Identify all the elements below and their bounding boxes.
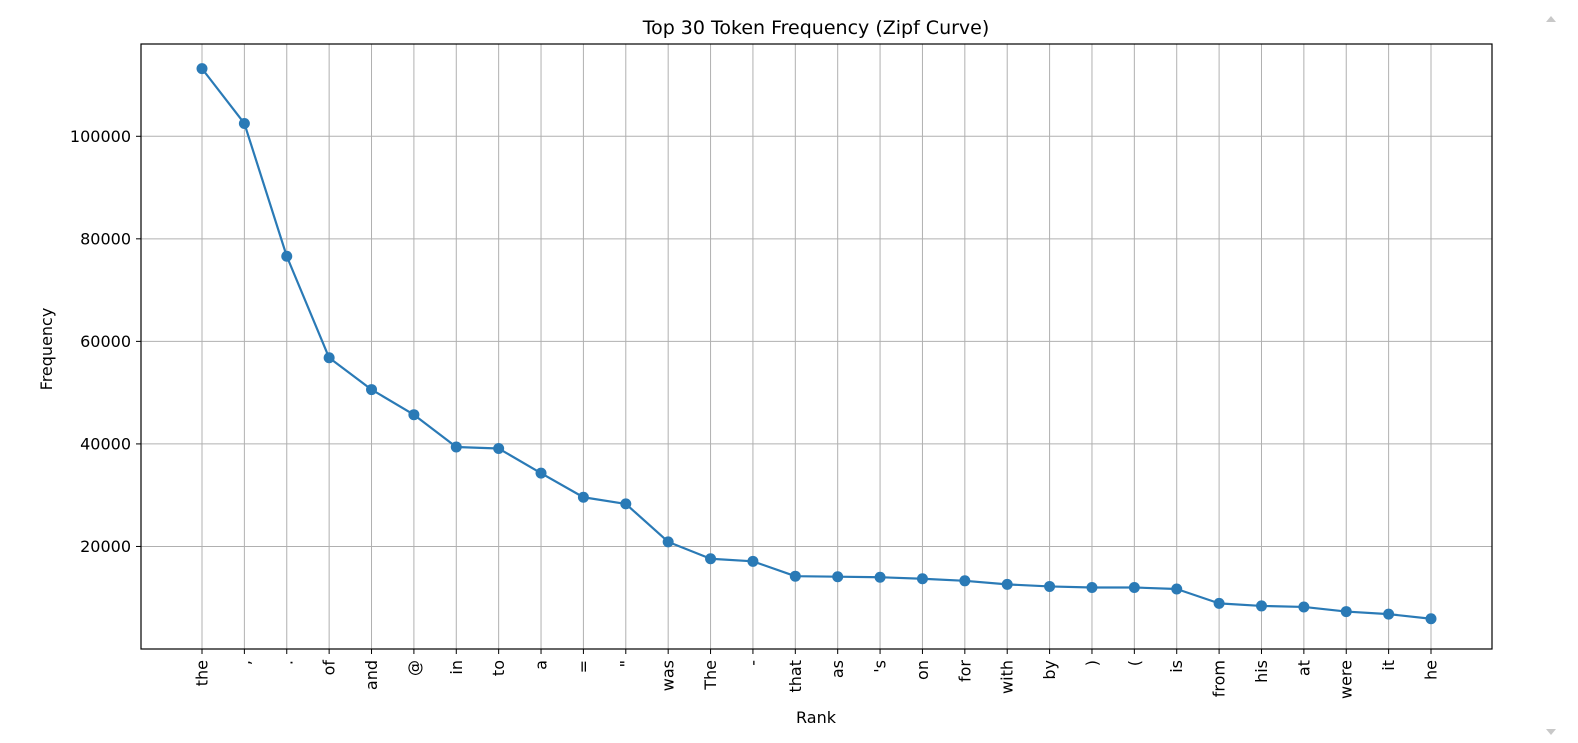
x-tick-label: his	[1252, 660, 1271, 683]
y-tick-label: 100000	[70, 127, 131, 146]
scroll-down-arrow-icon[interactable]	[1546, 729, 1556, 735]
x-tick-label: was	[659, 660, 678, 691]
x-tick-label: .	[277, 660, 296, 665]
data-point-17	[874, 571, 886, 583]
data-point-2	[238, 117, 250, 129]
data-point-19	[959, 575, 971, 587]
y-tick-label: 20000	[80, 537, 131, 556]
data-point-18	[916, 573, 928, 585]
data-point-6	[408, 409, 420, 421]
data-point-25	[1213, 597, 1225, 609]
data-point-30	[1425, 613, 1437, 625]
plot-frame	[140, 43, 1493, 650]
y-tick-label: 60000	[80, 332, 131, 351]
series-layer	[196, 63, 1437, 625]
y-tick-label: 80000	[80, 229, 131, 248]
data-point-12	[662, 536, 674, 548]
grid-layer	[141, 44, 1492, 649]
y-tick-label: 40000	[80, 434, 131, 453]
x-tick-label: were	[1337, 660, 1356, 699]
x-tick-label: )	[1082, 660, 1101, 666]
x-tick-label: 's	[871, 660, 890, 673]
data-point-7	[450, 441, 462, 453]
data-point-22	[1086, 581, 1098, 593]
x-tick-label: for	[955, 660, 974, 682]
x-tick-label: to	[489, 660, 508, 676]
data-point-10	[577, 491, 589, 503]
data-point-29	[1383, 608, 1395, 620]
data-point-27	[1298, 601, 1310, 613]
x-tick-label: @	[404, 660, 423, 676]
data-point-26	[1255, 600, 1267, 612]
x-tick-label: from	[1210, 660, 1229, 697]
data-point-14	[747, 555, 759, 567]
data-point-23	[1128, 581, 1140, 593]
data-point-15	[789, 570, 801, 582]
data-point-5	[366, 384, 378, 396]
data-point-13	[705, 553, 717, 565]
y-axis-ticks: 20000 40000 60000 80000 100000	[70, 127, 141, 556]
x-tick-label: with	[998, 660, 1017, 694]
x-tick-label: -	[743, 660, 762, 666]
x-tick-label: it	[1379, 660, 1398, 671]
data-point-8	[493, 443, 505, 455]
x-tick-label: =	[574, 660, 593, 673]
x-tick-label: is	[1167, 660, 1186, 673]
x-tick-label: "	[616, 660, 635, 667]
data-point-21	[1044, 580, 1056, 592]
x-tick-label: on	[913, 660, 932, 680]
x-tick-label: (	[1125, 660, 1144, 666]
x-tick-label: the	[193, 660, 212, 686]
data-point-11	[620, 498, 632, 510]
x-tick-label: and	[362, 660, 381, 690]
data-point-3	[281, 250, 293, 262]
x-tick-label: a	[532, 660, 551, 670]
data-point-28	[1340, 606, 1352, 618]
data-point-20	[1001, 578, 1013, 590]
scroll-up-arrow-icon[interactable]	[1546, 16, 1556, 22]
x-tick-label: of	[320, 660, 339, 676]
x-tick-label: ,	[235, 660, 254, 665]
x-tick-label: The	[701, 660, 720, 691]
series-line	[201, 67, 1432, 620]
data-point-4	[323, 352, 335, 364]
x-tick-label: as	[828, 660, 847, 678]
x-axis-ticks: the,. of and @ in to a = " was The - that as 's on for wi…	[193, 649, 1441, 699]
x-tick-label: by	[1040, 660, 1059, 680]
y-axis-label: Frequency	[37, 308, 56, 391]
chart-title: Top 30 Token Frequency (Zipf Curve)	[642, 17, 990, 39]
data-point-16	[832, 571, 844, 583]
data-point-1	[196, 63, 208, 75]
data-point-9	[535, 467, 547, 479]
x-tick-label: he	[1422, 660, 1441, 680]
x-tick-label: at	[1294, 660, 1313, 676]
data-point-24	[1171, 583, 1183, 595]
x-axis-label: Rank	[796, 708, 837, 727]
x-tick-label: that	[786, 660, 805, 693]
x-tick-label: in	[447, 660, 466, 675]
